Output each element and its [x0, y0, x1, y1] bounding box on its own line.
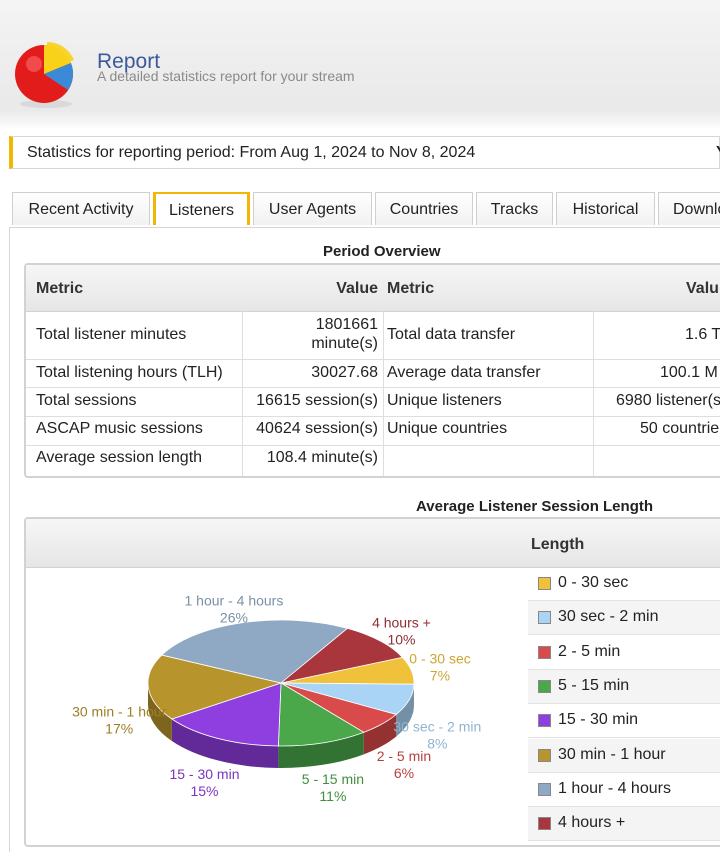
tab-listeners[interactable]: Listeners: [153, 192, 250, 225]
pie-percent-5: 17%: [105, 721, 133, 737]
legend-item: 5 - 15 min: [528, 670, 720, 704]
page-subtitle: A detailed statistics report for your st…: [97, 68, 355, 84]
value-average-session-length: 108.4 minute(s): [244, 449, 378, 467]
legend-label: 5 - 15 min: [558, 677, 629, 695]
metric-unique-listeners: Unique listeners: [387, 392, 502, 410]
pie-label-7: 4 hours +: [372, 615, 431, 631]
value-total-listener-minutes-unit: minute(s): [244, 335, 378, 353]
column-header-metric-2: Metric: [387, 280, 434, 298]
tab-recent-activity[interactable]: Recent Activity: [12, 192, 150, 225]
tab-tracks[interactable]: Tracks: [476, 192, 553, 225]
tab-historical[interactable]: Historical: [556, 192, 655, 225]
column-header-value: Value: [244, 280, 378, 298]
legend-swatch: [538, 817, 551, 830]
pie-label-0: 0 - 30 sec: [409, 651, 470, 667]
legend-label: 15 - 30 min: [558, 711, 638, 729]
pie-percent-4: 15%: [190, 783, 218, 799]
pie-label-5: 30 min - 1 hour: [72, 704, 166, 720]
report-tabs: Recent Activity Listeners User Agents Co…: [0, 190, 720, 227]
value-total-listening-hours: 30027.68: [244, 364, 378, 382]
legend-label: 4 hours +: [558, 814, 625, 832]
period-overview-table: Metric Value Metric Valu Total listener …: [24, 263, 720, 478]
pie-label-4: 15 - 30 min: [169, 766, 239, 782]
value-ascap-music-sessions: 40624 session(s): [244, 420, 378, 438]
value-total-data-transfer: 1.6 T: [685, 326, 720, 344]
pie-label-2: 2 - 5 min: [377, 748, 431, 764]
pie-label-6: 1 hour - 4 hours: [185, 592, 284, 608]
metric-total-sessions: Total sessions: [36, 392, 137, 410]
metric-average-session-length: Average session length: [36, 449, 202, 467]
period-right-fragment: Y: [716, 144, 720, 162]
legend-item: 1 hour - 4 hours: [528, 773, 720, 807]
pie-percent-3: 11%: [319, 788, 346, 804]
pie-label-1: 30 sec - 2 min: [393, 719, 481, 735]
column-header-value-2: Valu: [686, 280, 719, 298]
tab-downloads[interactable]: Downlo: [658, 192, 720, 225]
legend-item: 2 - 5 min: [528, 636, 720, 670]
legend-label: 30 sec - 2 min: [558, 608, 658, 626]
legend-item: 0 - 30 sec: [528, 567, 720, 601]
legend-swatch: [538, 611, 551, 624]
chart-title: Average Listener Session Length: [416, 498, 653, 515]
tab-user-agents[interactable]: User Agents: [253, 192, 372, 225]
legend-item: 4 hours +: [528, 807, 720, 841]
reporting-period-bar: Statistics for reporting period: From Au…: [9, 136, 720, 169]
legend-swatch: [538, 714, 551, 727]
legend-label: 2 - 5 min: [558, 643, 620, 661]
legend-label: 1 hour - 4 hours: [558, 780, 671, 798]
legend-swatch: [538, 646, 551, 659]
legend-swatch: [538, 577, 551, 590]
metric-unique-countries: Unique countries: [387, 420, 507, 438]
value-average-data-transfer: 100.1 M: [660, 364, 718, 382]
chart-header: [26, 519, 720, 568]
legend-item: 15 - 30 min: [528, 704, 720, 738]
pie-percent-6: 26%: [220, 609, 248, 625]
pie-label-3: 5 - 15 min: [302, 771, 364, 787]
value-total-listener-minutes: 1801661: [244, 316, 378, 334]
column-header-metric: Metric: [36, 280, 83, 298]
metric-ascap-music-sessions: ASCAP music sessions: [36, 420, 203, 438]
legend-label: 0 - 30 sec: [558, 574, 628, 592]
legend-item: 30 min - 1 hour: [528, 739, 720, 773]
metric-total-listening-hours: Total listening hours (TLH): [36, 364, 223, 382]
pie-percent-0: 7%: [430, 668, 450, 684]
pie-percent-7: 10%: [387, 632, 415, 648]
pie-percent-2: 6%: [394, 765, 414, 781]
period-overview-title: Period Overview: [323, 243, 441, 260]
value-unique-countries: 50 countrie: [640, 420, 719, 438]
legend-swatch: [538, 749, 551, 762]
pie-chart-logo-icon: [12, 38, 82, 110]
legend-swatch: [538, 680, 551, 693]
metric-total-data-transfer: Total data transfer: [387, 326, 515, 344]
value-total-sessions: 16615 session(s): [244, 392, 378, 410]
metric-total-listener-minutes: Total listener minutes: [36, 326, 186, 344]
legend-swatch: [538, 783, 551, 796]
value-unique-listeners: 6980 listener(s: [616, 392, 720, 410]
metric-average-data-transfer: Average data transfer: [387, 364, 541, 382]
report-header: Report A detailed statistics report for …: [0, 0, 720, 128]
reporting-period-text: Statistics for reporting period: From Au…: [27, 144, 475, 162]
legend-label: 30 min - 1 hour: [558, 746, 666, 764]
legend-item: 30 sec - 2 min: [528, 601, 720, 635]
tab-countries[interactable]: Countries: [375, 192, 473, 225]
legend-title: Length: [531, 536, 584, 554]
